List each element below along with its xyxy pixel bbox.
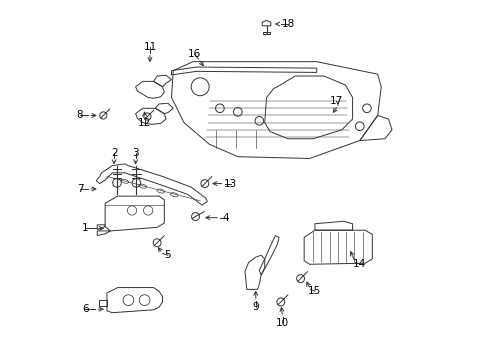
Text: 3: 3 (132, 148, 139, 158)
Text: 10: 10 (276, 319, 289, 328)
Text: 17: 17 (330, 96, 343, 106)
Text: 16: 16 (188, 49, 201, 59)
Text: 5: 5 (165, 250, 171, 260)
Text: 15: 15 (308, 286, 321, 296)
Text: 2: 2 (111, 148, 118, 158)
Text: 11: 11 (144, 42, 157, 52)
Text: 1: 1 (82, 224, 89, 233)
Text: 4: 4 (222, 213, 229, 222)
Text: 8: 8 (77, 111, 83, 121)
Text: 13: 13 (224, 179, 237, 189)
Text: 18: 18 (281, 19, 294, 29)
Text: 14: 14 (353, 259, 367, 269)
Text: 12: 12 (138, 118, 151, 128)
Text: 7: 7 (77, 184, 83, 194)
Text: 9: 9 (252, 302, 259, 312)
Text: 6: 6 (82, 304, 89, 314)
